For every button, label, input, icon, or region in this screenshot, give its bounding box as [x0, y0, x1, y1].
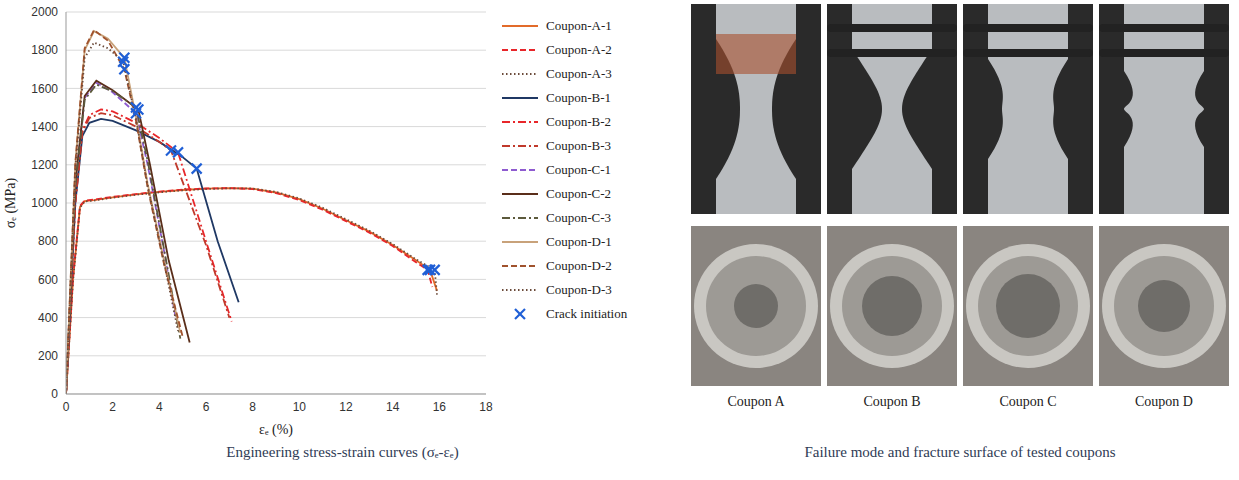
svg-text:1400: 1400 [31, 120, 58, 134]
svg-text:16: 16 [433, 400, 447, 414]
html-text:Coupon B: Coupon B [863, 394, 921, 409]
svg-text:0: 0 [51, 387, 58, 401]
html-text:Coupon-A-3: Coupon-A-3 [546, 66, 612, 81]
html-text:Coupon-A-2: Coupon-A-2 [546, 42, 612, 57]
svg-text:2: 2 [109, 400, 116, 414]
svg-text:18: 18 [479, 400, 493, 414]
html-text:Coupon-C-3: Coupon-C-3 [546, 210, 611, 225]
html-text:Coupon-D-2: Coupon-D-2 [546, 258, 612, 273]
svg-text:4: 4 [156, 400, 163, 414]
svg-text:200: 200 [38, 349, 58, 363]
html-text:Crack initiation: Crack initiation [546, 306, 628, 321]
svg-text:σₑ (MPa): σₑ (MPa) [3, 177, 19, 228]
html-text:Coupon-B-1: Coupon-B-1 [546, 90, 611, 105]
svg-text:6: 6 [203, 400, 210, 414]
svg-text:1000: 1000 [31, 196, 58, 210]
html-text:Coupon-A-1: Coupon-A-1 [546, 18, 612, 33]
svg-text:1200: 1200 [31, 158, 58, 172]
svg-text:10: 10 [293, 400, 307, 414]
svg-text:1600: 1600 [31, 82, 58, 96]
html-text:Coupon-C-1: Coupon-C-1 [546, 162, 611, 177]
svg-text:400: 400 [38, 311, 58, 325]
svg-text:0: 0 [63, 400, 70, 414]
html-text:Coupon-D-1: Coupon-D-1 [546, 234, 612, 249]
svg-text:2000: 2000 [31, 5, 58, 19]
svg-text:εₑ (%): εₑ (%) [259, 422, 293, 438]
html-text:Coupon C: Coupon C [999, 394, 1057, 409]
html-text:Coupon-D-3: Coupon-D-3 [546, 282, 612, 297]
html-text:Coupon D: Coupon D [1135, 394, 1193, 409]
html-text:Coupon A: Coupon A [727, 394, 785, 409]
svg-text:600: 600 [38, 273, 58, 287]
svg-text:12: 12 [339, 400, 353, 414]
svg-text:8: 8 [249, 400, 256, 414]
html-text:Engineering stress-strain curv: Engineering stress-strain curves (σₑ-εₑ) [226, 444, 459, 460]
html-text:Coupon-B-2: Coupon-B-2 [546, 114, 611, 129]
svg-text:1800: 1800 [31, 43, 58, 57]
svg-text:14: 14 [386, 400, 400, 414]
html-text:Coupon-C-2: Coupon-C-2 [546, 186, 611, 201]
svg-text:800: 800 [38, 234, 58, 248]
html-text:Failure mode and fracture surf: Failure mode and fracture surface of tes… [804, 444, 1116, 460]
html-text:Coupon-B-3: Coupon-B-3 [546, 138, 611, 153]
